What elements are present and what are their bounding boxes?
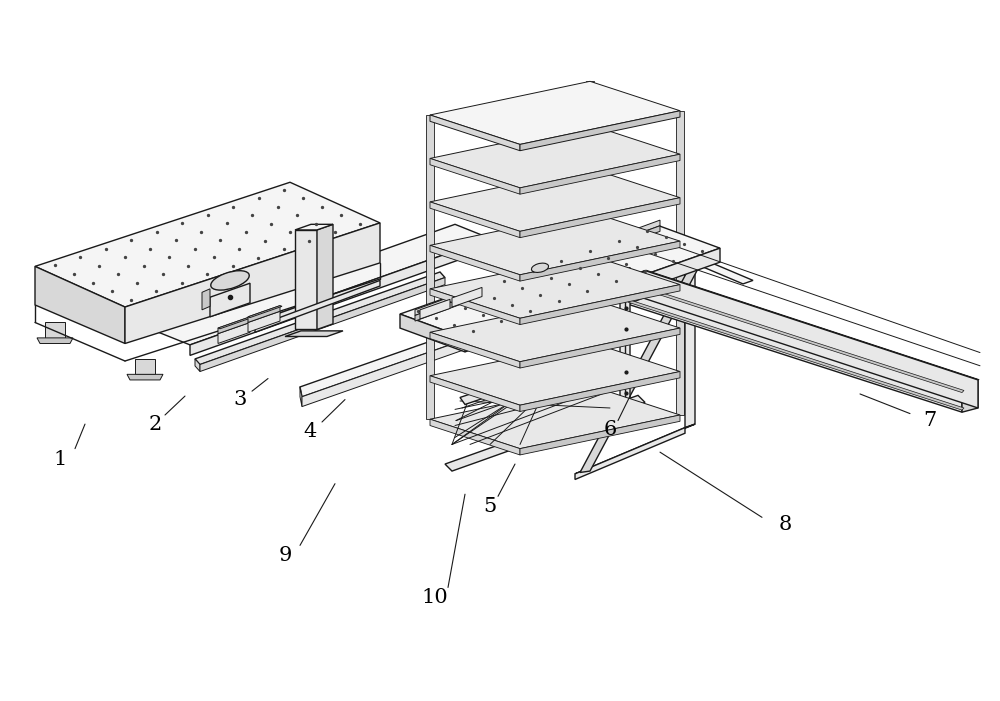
Polygon shape (195, 359, 200, 372)
Polygon shape (430, 386, 680, 449)
Polygon shape (628, 300, 964, 410)
Polygon shape (248, 306, 280, 322)
Polygon shape (302, 299, 582, 407)
Polygon shape (430, 342, 680, 405)
Text: 3: 3 (233, 390, 247, 409)
Polygon shape (125, 223, 380, 343)
Polygon shape (685, 256, 753, 284)
Polygon shape (628, 283, 964, 393)
Polygon shape (575, 428, 685, 479)
Text: 8: 8 (778, 515, 792, 534)
Polygon shape (320, 278, 340, 294)
Polygon shape (430, 202, 520, 238)
Polygon shape (445, 395, 645, 471)
Polygon shape (248, 306, 282, 318)
Polygon shape (35, 182, 380, 307)
Polygon shape (312, 294, 348, 299)
Polygon shape (460, 353, 595, 404)
Polygon shape (210, 283, 250, 317)
Polygon shape (400, 314, 465, 352)
Polygon shape (127, 374, 163, 380)
Polygon shape (35, 266, 125, 343)
Polygon shape (430, 289, 520, 325)
Polygon shape (190, 238, 490, 355)
Polygon shape (255, 280, 380, 332)
Polygon shape (200, 278, 445, 372)
Polygon shape (37, 338, 73, 343)
Polygon shape (317, 224, 333, 329)
Text: 1: 1 (53, 449, 67, 469)
Polygon shape (430, 168, 680, 231)
Polygon shape (520, 111, 680, 151)
Polygon shape (430, 212, 680, 275)
Polygon shape (580, 265, 700, 472)
Polygon shape (520, 154, 680, 194)
Polygon shape (202, 289, 210, 310)
Polygon shape (430, 245, 520, 281)
Polygon shape (430, 115, 520, 151)
Polygon shape (520, 198, 680, 238)
Polygon shape (218, 317, 250, 334)
Polygon shape (452, 287, 482, 307)
Polygon shape (516, 144, 524, 449)
Polygon shape (430, 419, 520, 455)
Polygon shape (520, 285, 680, 325)
Polygon shape (620, 268, 630, 433)
Polygon shape (415, 220, 660, 315)
Polygon shape (400, 224, 720, 338)
Polygon shape (135, 359, 155, 374)
Polygon shape (218, 322, 250, 343)
Polygon shape (628, 271, 645, 304)
Polygon shape (295, 224, 333, 230)
Text: 10: 10 (422, 587, 448, 607)
Polygon shape (45, 322, 65, 338)
Text: 7: 7 (923, 411, 937, 430)
Polygon shape (430, 332, 520, 368)
Polygon shape (248, 311, 280, 332)
Polygon shape (520, 328, 680, 368)
Polygon shape (430, 376, 520, 411)
Text: 5: 5 (483, 496, 497, 516)
Text: 2: 2 (148, 414, 162, 434)
Polygon shape (195, 272, 445, 365)
Polygon shape (337, 284, 373, 290)
Polygon shape (426, 115, 434, 419)
Polygon shape (430, 255, 680, 318)
Polygon shape (285, 331, 343, 336)
Polygon shape (420, 299, 450, 319)
Polygon shape (575, 424, 695, 474)
Text: 9: 9 (278, 545, 292, 565)
Polygon shape (155, 224, 490, 345)
Polygon shape (218, 317, 252, 329)
Text: 6: 6 (603, 419, 617, 439)
Polygon shape (430, 81, 680, 144)
Polygon shape (430, 299, 680, 362)
Polygon shape (520, 241, 680, 281)
Polygon shape (530, 275, 630, 319)
Polygon shape (300, 387, 302, 407)
Polygon shape (962, 380, 978, 412)
Polygon shape (628, 271, 978, 386)
Polygon shape (430, 158, 520, 194)
Polygon shape (430, 125, 680, 188)
Polygon shape (300, 289, 582, 397)
Polygon shape (676, 111, 684, 415)
Polygon shape (345, 268, 365, 284)
Polygon shape (520, 415, 680, 455)
Ellipse shape (531, 263, 549, 273)
Polygon shape (685, 259, 695, 428)
Polygon shape (415, 226, 660, 321)
Polygon shape (465, 248, 720, 352)
Polygon shape (586, 81, 594, 386)
Polygon shape (520, 372, 680, 411)
Polygon shape (628, 278, 962, 412)
Polygon shape (295, 230, 317, 329)
Polygon shape (645, 271, 978, 408)
Ellipse shape (211, 271, 249, 290)
Text: 4: 4 (303, 421, 317, 441)
Polygon shape (530, 268, 630, 312)
